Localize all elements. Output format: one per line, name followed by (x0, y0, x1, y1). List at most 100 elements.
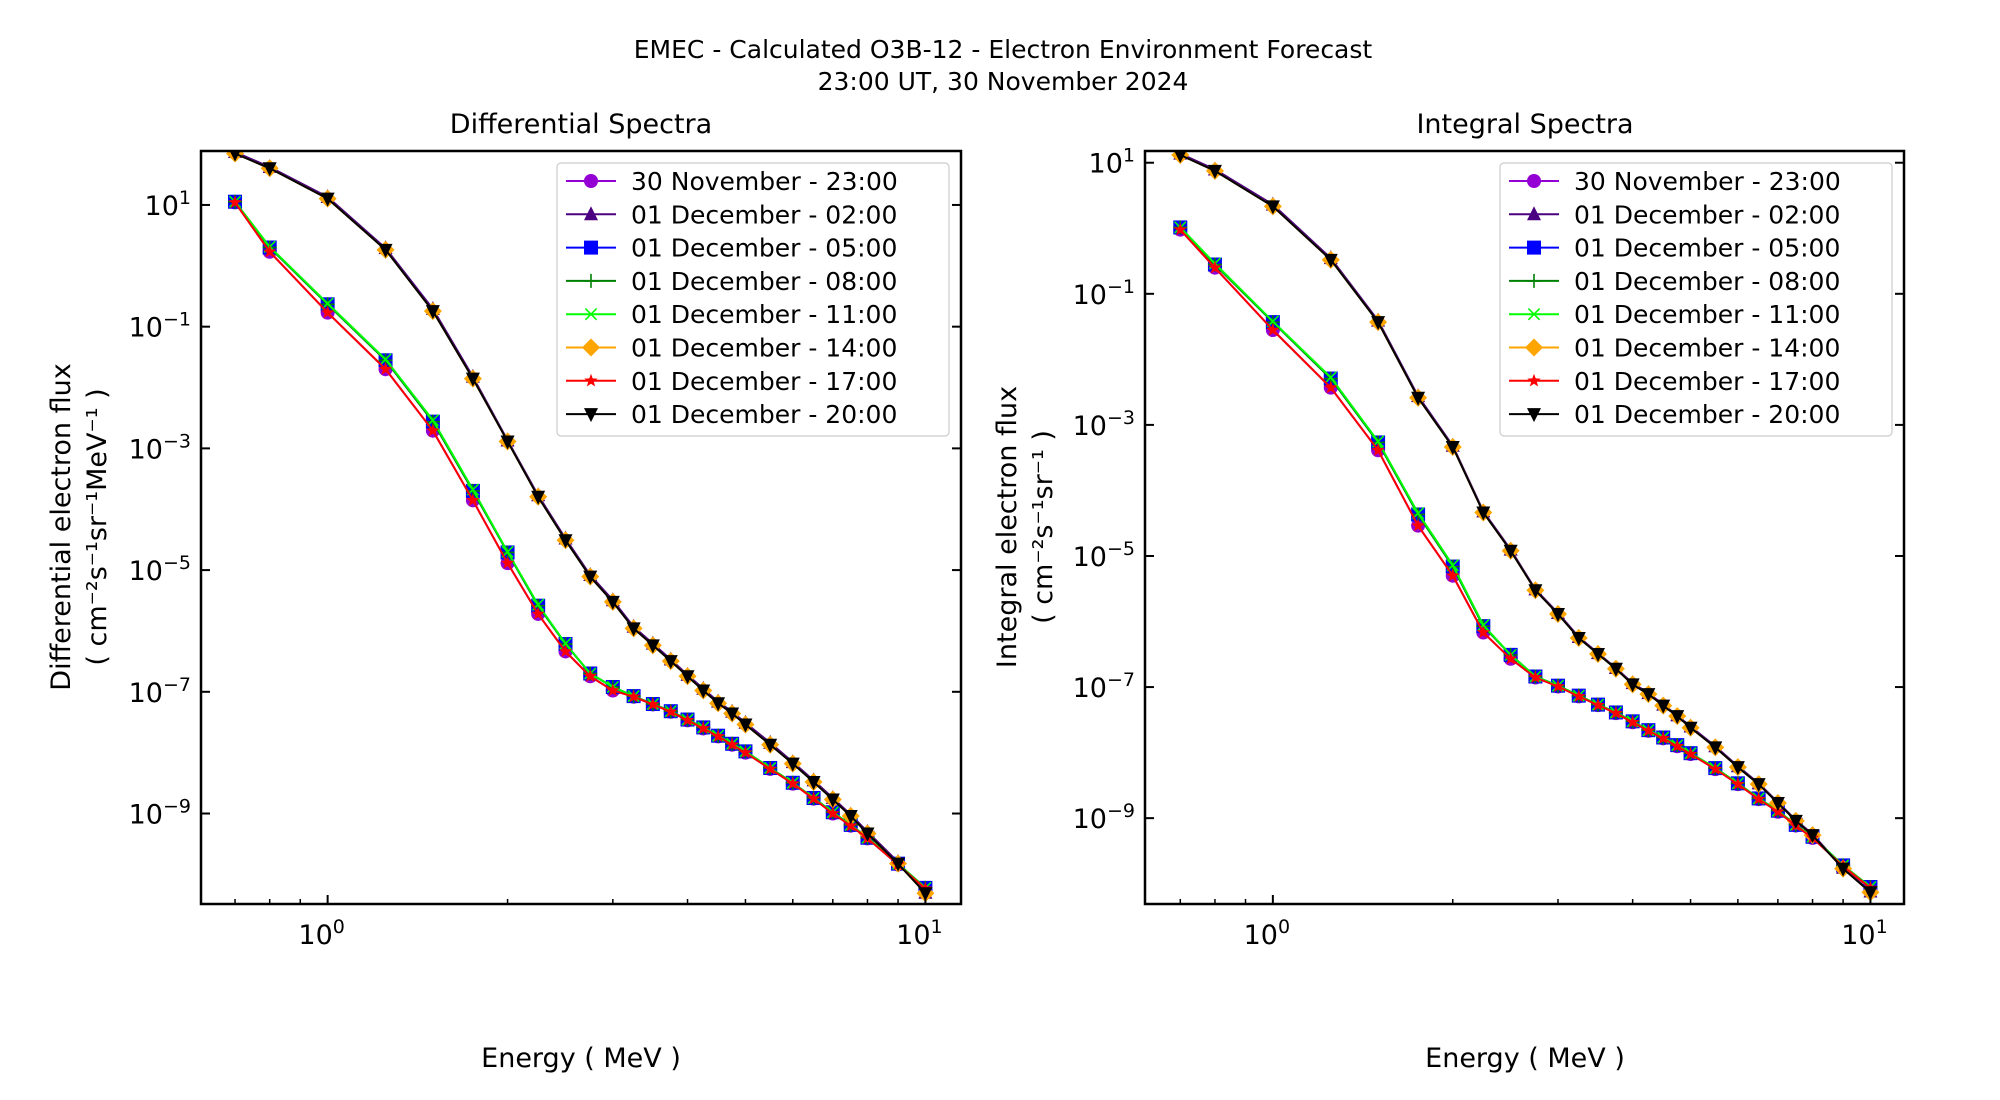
y-tick-label: 10−1 (1073, 276, 1135, 311)
data-point (465, 372, 480, 387)
data-point (500, 435, 515, 450)
data-point (918, 887, 933, 902)
data-point (583, 570, 598, 585)
data-point (466, 493, 480, 506)
data-point (1836, 862, 1851, 877)
data-point (627, 689, 641, 703)
y-tick-label: 101 (1089, 145, 1135, 180)
star-marker-icon (1527, 373, 1541, 387)
legend-label: 01 December - 02:00 (631, 200, 897, 229)
legend-item: 01 December - 14:00 (1509, 334, 1840, 363)
data-point (1571, 632, 1586, 647)
data-point (725, 707, 740, 722)
data-point (1504, 651, 1518, 665)
data-point (379, 353, 392, 366)
triangle-up-marker-icon (584, 206, 598, 221)
data-point (626, 622, 641, 637)
legend-item: 01 December - 08:00 (566, 267, 897, 296)
data-point (785, 757, 800, 772)
data-point (806, 791, 821, 805)
data-point (1323, 253, 1338, 268)
data-point (1503, 544, 1518, 559)
data-point (263, 244, 277, 258)
data-point (711, 729, 725, 743)
data-point (1324, 371, 1337, 384)
data-point (378, 243, 393, 258)
legend-label: 01 December - 02:00 (1574, 200, 1840, 229)
data-point (1656, 699, 1671, 714)
data-point (645, 639, 660, 654)
data-point (1752, 792, 1766, 805)
data-point (738, 745, 753, 759)
data-point (786, 776, 800, 790)
data-point (1590, 647, 1605, 662)
y-tick-label: 10−5 (1073, 538, 1135, 573)
legend-item: 01 December - 14:00 (566, 334, 897, 363)
data-point (1173, 222, 1187, 236)
data-point (891, 857, 906, 872)
legend-label: 30 November - 23:00 (631, 167, 898, 196)
legend-label: 01 December - 20:00 (631, 400, 897, 429)
circle-marker-icon (584, 174, 598, 188)
circle-marker-icon (1527, 174, 1541, 188)
data-point (228, 195, 242, 209)
data-point (844, 818, 858, 832)
series-layer (1171, 151, 1880, 902)
data-point (1683, 721, 1698, 736)
figure-title-line1: EMEC - Calculated O3B-12 - Electron Envi… (634, 35, 1373, 64)
legend-label: 01 December - 08:00 (1574, 267, 1840, 296)
data-point (1528, 670, 1543, 684)
data-point (680, 713, 695, 726)
legend-label: 01 December - 05:00 (1574, 234, 1840, 263)
series-01-december-17-00 (228, 195, 933, 895)
data-point (1572, 689, 1586, 703)
data-point (1608, 662, 1623, 677)
data-point (825, 793, 840, 808)
data-point (558, 644, 573, 658)
series-01-december-20-00 (1174, 151, 1878, 901)
differential-spectra-plot: Differential Spectra Energy ( MeV ) Diff… (46, 109, 963, 1074)
data-point (1708, 762, 1722, 775)
data-point (1863, 886, 1878, 901)
data-point (1670, 710, 1685, 725)
y-tick-label: 10−9 (129, 796, 191, 831)
data-point (1477, 618, 1490, 632)
legend-label: 01 December - 20:00 (1574, 400, 1840, 429)
data-point (696, 721, 710, 735)
data-point (262, 162, 277, 177)
legend-label: 01 December - 11:00 (1574, 300, 1840, 329)
data-point (725, 737, 739, 751)
data-point (320, 192, 335, 207)
data-point (1174, 151, 1187, 164)
y-tick-label: 10−3 (129, 430, 191, 465)
data-point (646, 697, 660, 711)
data-point (664, 704, 678, 718)
legend-item: 30 November - 23:00 (566, 167, 898, 196)
data-point (1641, 688, 1656, 703)
data-point (1265, 200, 1280, 215)
legend-label: 01 December - 17:00 (1574, 367, 1840, 396)
data-point (1324, 380, 1338, 394)
data-point (531, 490, 546, 505)
data-point (1609, 706, 1623, 719)
data-point (763, 761, 777, 775)
legend-item: 01 December - 17:00 (566, 367, 897, 396)
plus-marker-icon (1527, 273, 1541, 288)
data-point (1641, 723, 1655, 737)
data-point (843, 810, 858, 825)
data-point (1476, 506, 1491, 521)
data-point (738, 718, 753, 733)
axes-frame (199, 149, 963, 906)
y-tick-label: 101 (145, 187, 191, 222)
data-point (425, 305, 440, 320)
legend-item: 01 December - 20:00 (1509, 400, 1840, 429)
y-tick-label: 10−9 (1073, 800, 1135, 835)
x-axis-label: Energy ( MeV ) (481, 1043, 681, 1074)
data-point (605, 595, 620, 610)
data-point (426, 414, 440, 427)
data-point (1730, 761, 1745, 776)
data-point (1445, 441, 1460, 456)
data-point (1371, 443, 1385, 456)
data-point (696, 684, 711, 699)
